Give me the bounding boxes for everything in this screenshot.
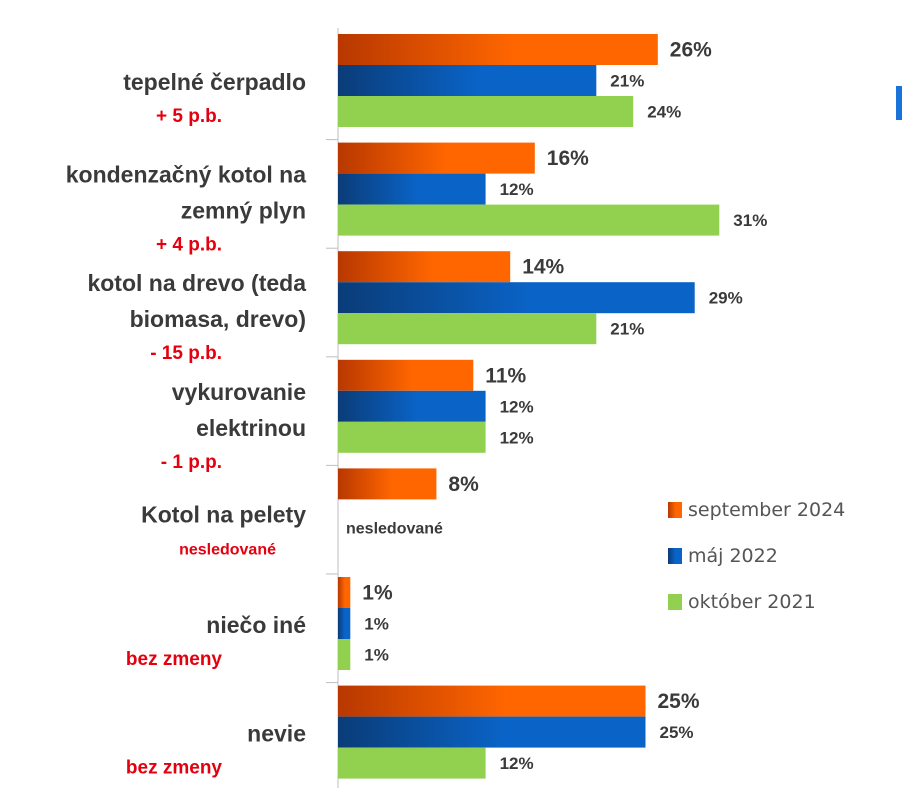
data-label-september-2024: 26% <box>670 39 712 62</box>
bar-september-2024 <box>338 685 646 717</box>
category-label: vykurovanie <box>172 379 306 405</box>
data-label-maj-2022: 25% <box>660 723 694 742</box>
category-label: kondenzačný kotol na <box>66 162 306 188</box>
data-label-september-2024: 1% <box>362 582 393 605</box>
data-label-september-2024: 14% <box>522 256 564 279</box>
legend-label-oktober-2021: október 2021 <box>688 591 816 613</box>
data-label-oktober-2021: 24% <box>647 103 681 122</box>
bar-september-2024 <box>338 142 535 174</box>
category-label: tepelné čerpadlo <box>123 69 306 95</box>
bar-oktober-2021 <box>338 747 486 779</box>
edge-decoration <box>896 86 902 120</box>
bar-oktober-2021 <box>338 421 486 453</box>
bar-september-2024 <box>338 251 511 283</box>
bar-oktober-2021 <box>338 96 634 127</box>
bar-oktober-2021 <box>338 313 597 345</box>
legend-label-maj-2022: máj 2022 <box>688 545 778 567</box>
data-label-maj-2022: 1% <box>364 615 389 634</box>
category-label: elektrinou <box>196 415 306 441</box>
legend-swatch-september-2024 <box>668 502 682 518</box>
category-change: + 4 p.b. <box>156 235 222 256</box>
bar-september-2024 <box>338 468 437 500</box>
missing-note: nesledované <box>346 520 443 537</box>
data-label-maj-2022: 12% <box>500 397 534 416</box>
data-label-september-2024: 16% <box>547 147 589 170</box>
data-label-oktober-2021: 12% <box>500 754 534 773</box>
bar-september-2024 <box>338 577 351 608</box>
category-change: bez zmeny <box>126 649 223 670</box>
bar-maj-2022 <box>338 173 486 205</box>
data-label-september-2024: 11% <box>485 364 526 387</box>
data-label-oktober-2021: 12% <box>500 428 534 447</box>
data-label-oktober-2021: 1% <box>364 646 389 665</box>
data-label-oktober-2021: 21% <box>610 320 644 339</box>
category-change: - 1 p.p. <box>161 452 222 473</box>
bar-maj-2022 <box>338 608 351 639</box>
category-label: nevie <box>247 721 306 747</box>
bars-group: 26%21%24%16%12%31%14%29%21%11%12%12%8%ne… <box>338 34 767 779</box>
category-change: - 15 p.b. <box>150 343 222 364</box>
bar-oktober-2021 <box>338 204 720 236</box>
category-labels: tepelné čerpadlo + 5 p.b. kondenzačný koto… <box>66 69 306 779</box>
bar-maj-2022 <box>338 390 486 422</box>
bar-maj-2022 <box>338 282 695 314</box>
category-label: kotol na drevo (teda <box>87 270 306 296</box>
bar-september-2024 <box>338 34 658 65</box>
category-label: zemný plyn <box>181 198 306 224</box>
data-label-maj-2022: 21% <box>610 72 644 91</box>
legend-swatch-maj-2022 <box>668 548 682 564</box>
category-change: bez zmeny <box>126 758 223 779</box>
data-label-oktober-2021: 31% <box>733 211 767 230</box>
category-change: nesledované <box>179 541 276 558</box>
bar-maj-2022 <box>338 716 646 748</box>
data-label-september-2024: 25% <box>658 690 700 713</box>
category-label: niečo iné <box>206 612 306 638</box>
category-change: + 5 p.b. <box>156 106 222 127</box>
category-label: biomasa, drevo) <box>130 306 306 332</box>
bar-maj-2022 <box>338 65 597 96</box>
data-label-september-2024: 8% <box>448 473 479 496</box>
row-separators <box>326 139 338 684</box>
category-label: Kotol na pelety <box>141 501 306 527</box>
legend-swatch-oktober-2021 <box>668 594 682 610</box>
bar-september-2024 <box>338 359 474 391</box>
legend: september 2024 máj 2022 október 2021 <box>668 499 845 613</box>
data-label-maj-2022: 12% <box>500 180 534 199</box>
legend-label-september-2024: september 2024 <box>688 499 845 521</box>
data-label-maj-2022: 29% <box>709 289 743 308</box>
bar-oktober-2021 <box>338 639 351 670</box>
